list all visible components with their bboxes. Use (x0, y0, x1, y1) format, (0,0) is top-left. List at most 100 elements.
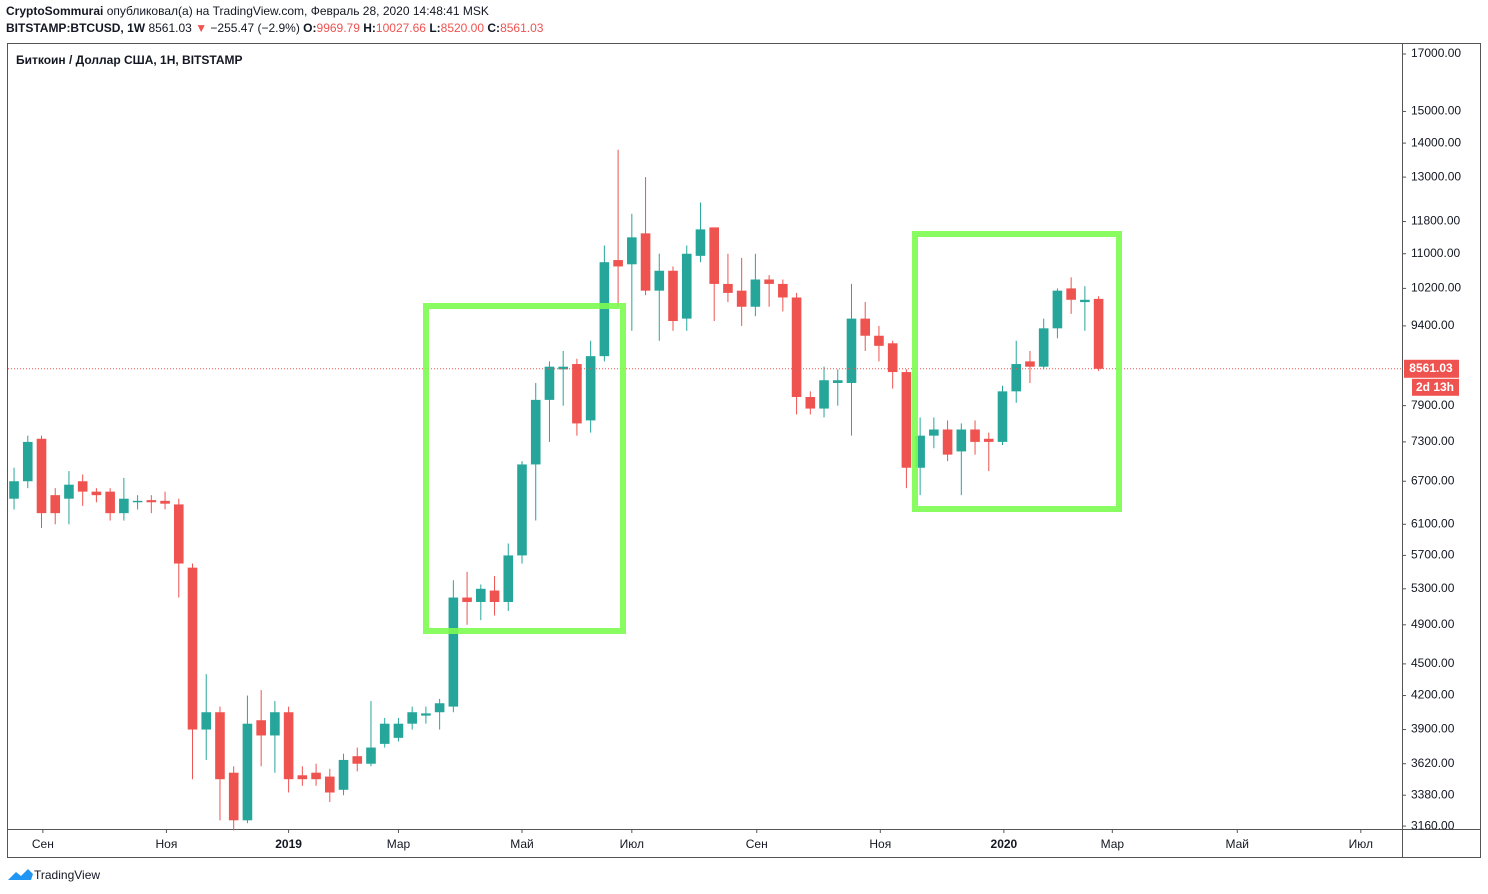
candle-body (887, 343, 898, 373)
candle-body (1052, 290, 1063, 329)
y-tick-label: 4900.00 (1411, 617, 1455, 631)
candle-body (997, 391, 1008, 442)
candle-body (434, 703, 445, 713)
frame (7, 43, 1481, 858)
y-tick-label: 3160.00 (1411, 818, 1455, 832)
y-tick-label: 17000.00 (1411, 46, 1461, 60)
candle-body (476, 588, 486, 602)
candle-body (572, 364, 582, 424)
candle-body (805, 397, 816, 409)
candle-body (489, 590, 500, 602)
o-label: O: (303, 21, 316, 35)
candle-body (860, 318, 871, 336)
x-tick-label: Июл (1349, 837, 1373, 851)
candle-body (448, 597, 459, 707)
h-label: H: (363, 21, 376, 35)
candle-body (627, 237, 637, 265)
candle-body (421, 713, 431, 716)
candle-body (1093, 298, 1104, 369)
x-tick-label: Мар (1101, 837, 1125, 851)
x-tick-label: Сен (746, 837, 768, 851)
l-label: L: (429, 21, 440, 35)
candle-body (695, 229, 706, 256)
candle-body (764, 279, 774, 284)
candle-body (956, 429, 967, 452)
candle-body (832, 380, 843, 383)
y-tick-label: 3380.00 (1411, 787, 1455, 801)
candle-body (819, 380, 829, 409)
x-tick-label: Мар (387, 837, 411, 851)
x-tick-label: Ноя (869, 837, 891, 851)
candle-body (1080, 299, 1090, 303)
candle-body (201, 712, 212, 730)
x-tick-label: Июл (620, 837, 644, 851)
x-tick-label: Май (1225, 837, 1249, 851)
author: CryptoSommurai (6, 4, 103, 18)
header-line: CryptoSommurai опубликовал(а) на Trading… (6, 4, 489, 18)
candle-body (599, 262, 610, 357)
chart-title: Биткоин / Доллар США, 1H, BITSTAMP (16, 53, 243, 67)
candle-body (297, 775, 308, 780)
x-tick-label: Май (510, 837, 534, 851)
candle-body (256, 720, 266, 736)
countdown-tag (1412, 378, 1459, 396)
symbol: BITSTAMP:BTCUSD, 1W (6, 21, 146, 35)
candle-body (36, 438, 47, 514)
countdown: 2d 13h (1416, 380, 1454, 394)
candle-body (105, 491, 115, 514)
candle-body (681, 253, 692, 319)
candle-body (270, 712, 280, 736)
y-tick-label: 3620.00 (1411, 756, 1455, 770)
candle-body (393, 723, 404, 738)
candle-body (91, 491, 102, 496)
candle-body (530, 399, 541, 465)
candle-body (215, 712, 225, 780)
y-tick-label: 10200.00 (1411, 281, 1461, 295)
candle-body (503, 555, 514, 602)
candle-body (983, 438, 994, 442)
candle-body (1025, 361, 1035, 367)
candle-body (366, 747, 376, 764)
y-tick-label: 3900.00 (1411, 722, 1455, 736)
y-tick-label: 15000.00 (1411, 104, 1461, 118)
candle-body (1011, 364, 1022, 392)
y-tick-label: 13000.00 (1411, 169, 1461, 183)
x-tick-label: 2019 (275, 837, 302, 851)
candle-body (338, 759, 349, 790)
candle-body (1038, 328, 1049, 367)
candle-body (970, 429, 980, 442)
candle-body (929, 429, 939, 436)
candle-body (585, 356, 596, 421)
y-tick-label: 11000.00 (1411, 246, 1460, 260)
x-tick-label: Сен (32, 837, 54, 851)
candle-body (517, 464, 527, 556)
change: −255.47 (−2.9%) (210, 21, 299, 35)
candle-body (64, 484, 74, 499)
candle-body (242, 723, 253, 821)
highlight-box (912, 231, 1122, 512)
candle-body (654, 270, 665, 291)
candle-body (1066, 288, 1076, 300)
candle-body (462, 597, 472, 602)
highlight-box (423, 303, 626, 634)
candle-body (778, 283, 788, 298)
candle-body (750, 279, 761, 307)
candle-body (736, 290, 747, 307)
y-tick-label: 11800.00 (1411, 214, 1460, 228)
candle-body (901, 372, 912, 468)
candle-body (942, 429, 953, 455)
candle-body (613, 260, 623, 267)
candle-body (407, 712, 417, 724)
brand-logo (8, 869, 33, 880)
l: 8520.00 (441, 21, 485, 35)
candle-body (160, 500, 170, 504)
candle-body (846, 318, 857, 383)
candle-body (544, 366, 555, 400)
candle-body (283, 712, 294, 780)
candle-body (119, 498, 129, 514)
candle-body (324, 776, 335, 793)
candle-body (228, 772, 239, 821)
candle-body (146, 500, 157, 503)
h: 10027.66 (376, 21, 426, 35)
candle-body (709, 227, 720, 284)
